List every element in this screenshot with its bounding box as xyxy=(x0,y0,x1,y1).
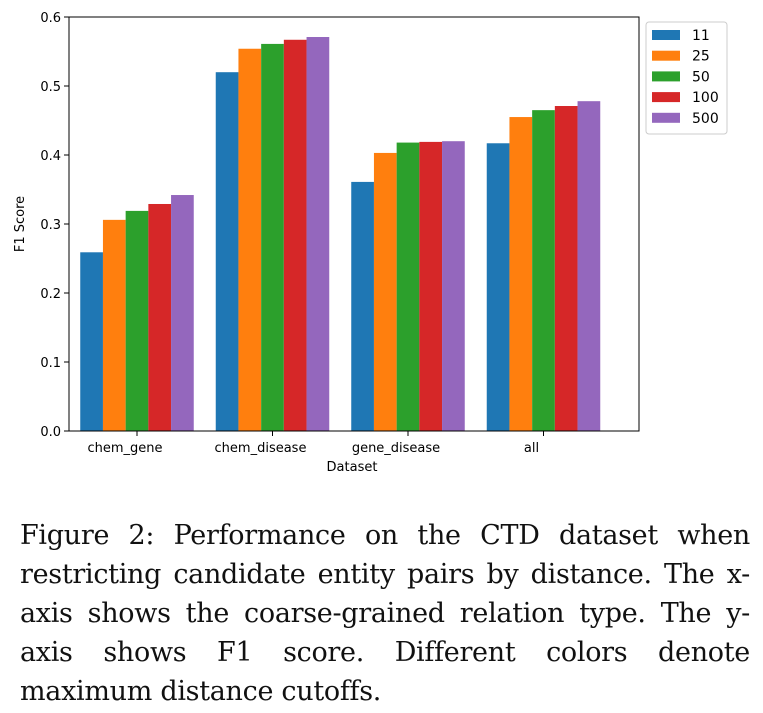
bar-all-11 xyxy=(486,143,510,431)
legend-swatch-50 xyxy=(652,71,680,82)
bar-chem_disease-100 xyxy=(283,39,307,432)
legend-label: 50 xyxy=(692,69,710,85)
y-tick-label: 0.2 xyxy=(40,287,61,302)
bar-chem_disease-50 xyxy=(261,43,284,431)
bars-group xyxy=(80,37,601,432)
bar-gene_disease-25 xyxy=(373,152,397,431)
y-tick-label: 0.6 xyxy=(40,11,61,26)
bar-chem_disease-25 xyxy=(238,48,262,432)
legend-swatch-500 xyxy=(652,112,680,123)
y-tick-label: 0.5 xyxy=(40,80,61,95)
legend-label: 25 xyxy=(692,49,710,65)
bar-chem_disease-500 xyxy=(306,37,330,431)
bar-chem_gene-500 xyxy=(171,195,194,431)
bar-gene_disease-100 xyxy=(419,141,443,431)
legend-label: 100 xyxy=(692,90,719,106)
y-axis-ticks: 0.0 0.1 0.2 0.3 0.4 0.5 0.6 xyxy=(40,11,69,440)
y-tick-label: 0.4 xyxy=(40,149,61,164)
bar-gene_disease-50 xyxy=(396,142,420,431)
x-axis-label: Dataset xyxy=(327,460,378,475)
x-tick-label: chem_gene xyxy=(87,441,162,456)
bar-all-50 xyxy=(532,110,555,432)
x-tick-label: gene_disease xyxy=(352,441,440,456)
legend-swatch-25 xyxy=(652,50,680,61)
y-tick-label: 0.1 xyxy=(40,356,61,371)
bar-chart: 0.0 0.1 0.2 0.3 0.4 0.5 0.6 chem_gene chem_dise… xyxy=(13,11,728,475)
y-axis-label: F1 Score xyxy=(13,196,28,252)
bar-all-100 xyxy=(554,106,578,431)
legend-frame xyxy=(645,21,728,135)
legend-label: 11 xyxy=(692,28,710,44)
x-tick-label: all xyxy=(524,441,539,456)
bar-chem_gene-100 xyxy=(148,203,172,431)
bar-all-25 xyxy=(509,117,533,432)
x-tick-label: chem_disease xyxy=(215,441,307,456)
legend: 11 25 50 100 500 xyxy=(645,21,728,135)
x-axis-ticks: chem_gene chem_disease gene_disease all xyxy=(87,431,544,456)
legend-swatch-11 xyxy=(652,30,680,40)
bar-gene_disease-11 xyxy=(351,181,374,431)
bar-chem_gene-11 xyxy=(80,252,103,431)
figure-caption: Figure 2: Performance on the CTD dataset… xyxy=(20,520,750,707)
y-tick-label: 0.3 xyxy=(40,218,61,233)
y-tick-label: 0.0 xyxy=(40,425,61,440)
bar-all-500 xyxy=(577,101,601,432)
bar-chem_gene-50 xyxy=(125,210,149,431)
bar-chem_disease-11 xyxy=(215,72,239,431)
bar-chem_gene-25 xyxy=(102,219,126,431)
bar-gene_disease-500 xyxy=(442,141,465,431)
legend-swatch-100 xyxy=(652,92,680,103)
legend-label: 500 xyxy=(692,111,719,127)
